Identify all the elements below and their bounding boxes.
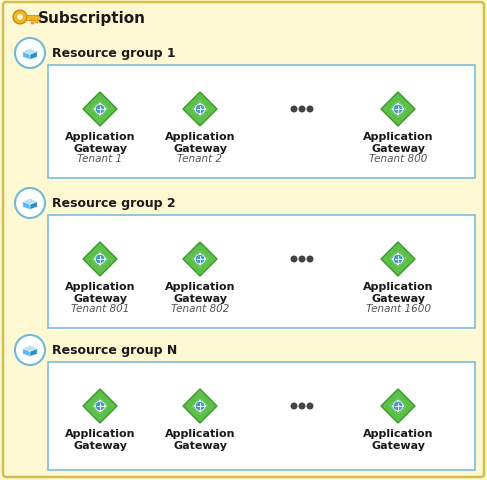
Polygon shape [389,397,407,415]
Circle shape [306,403,314,409]
Bar [26,15,39,21]
Polygon shape [23,199,37,205]
Text: Application
Gateway: Application Gateway [65,428,135,450]
Polygon shape [91,397,109,415]
Circle shape [393,255,403,264]
Circle shape [95,255,105,264]
FancyBboxPatch shape [48,66,475,179]
Polygon shape [30,349,37,357]
Text: Application
Gateway: Application Gateway [65,132,135,153]
FancyBboxPatch shape [48,216,475,328]
Polygon shape [23,49,37,55]
Circle shape [291,403,298,409]
Circle shape [95,401,105,411]
Circle shape [95,105,105,115]
Polygon shape [381,242,415,276]
Circle shape [195,255,205,264]
Circle shape [15,39,45,69]
Text: Tenant 1600: Tenant 1600 [366,303,431,313]
Circle shape [306,106,314,113]
Bar [31,21,34,24]
Polygon shape [23,49,37,60]
Polygon shape [389,251,407,268]
Circle shape [291,256,298,263]
Circle shape [299,256,305,263]
Polygon shape [30,202,37,210]
Polygon shape [381,389,415,423]
Circle shape [15,336,45,365]
Circle shape [306,256,314,263]
Text: Tenant 800: Tenant 800 [369,154,427,164]
Polygon shape [91,101,109,119]
Text: Application
Gateway: Application Gateway [165,132,235,153]
Text: Tenant 801: Tenant 801 [71,303,129,313]
Polygon shape [23,346,37,357]
Circle shape [393,401,403,411]
Polygon shape [191,397,209,415]
Text: Application
Gateway: Application Gateway [363,281,433,303]
Text: Application
Gateway: Application Gateway [65,281,135,303]
Polygon shape [183,93,217,127]
Circle shape [299,403,305,409]
Polygon shape [191,251,209,268]
Bar [35,21,38,24]
Polygon shape [183,389,217,423]
Polygon shape [83,242,117,276]
Text: Subscription: Subscription [38,11,146,25]
Text: Tenant 1: Tenant 1 [77,154,123,164]
Circle shape [17,15,23,21]
Text: Resource group N: Resource group N [52,344,177,357]
Circle shape [195,105,205,115]
Circle shape [15,189,45,218]
Text: Application
Gateway: Application Gateway [165,428,235,450]
Text: Resource group 2: Resource group 2 [52,197,176,210]
Polygon shape [23,346,37,352]
Polygon shape [183,242,217,276]
Circle shape [299,106,305,113]
Polygon shape [30,52,37,60]
Circle shape [13,11,27,25]
FancyBboxPatch shape [3,3,484,477]
Polygon shape [389,101,407,119]
FancyBboxPatch shape [48,362,475,470]
Polygon shape [23,199,37,210]
Circle shape [291,106,298,113]
Polygon shape [83,93,117,127]
Text: Resource group 1: Resource group 1 [52,48,176,60]
Text: Application
Gateway: Application Gateway [363,132,433,153]
Polygon shape [191,101,209,119]
Circle shape [195,401,205,411]
Text: Application
Gateway: Application Gateway [363,428,433,450]
Text: Tenant 802: Tenant 802 [171,303,229,313]
Circle shape [393,105,403,115]
Polygon shape [91,251,109,268]
Polygon shape [83,389,117,423]
Text: Tenant 2: Tenant 2 [177,154,223,164]
Text: Application
Gateway: Application Gateway [165,281,235,303]
Polygon shape [381,93,415,127]
